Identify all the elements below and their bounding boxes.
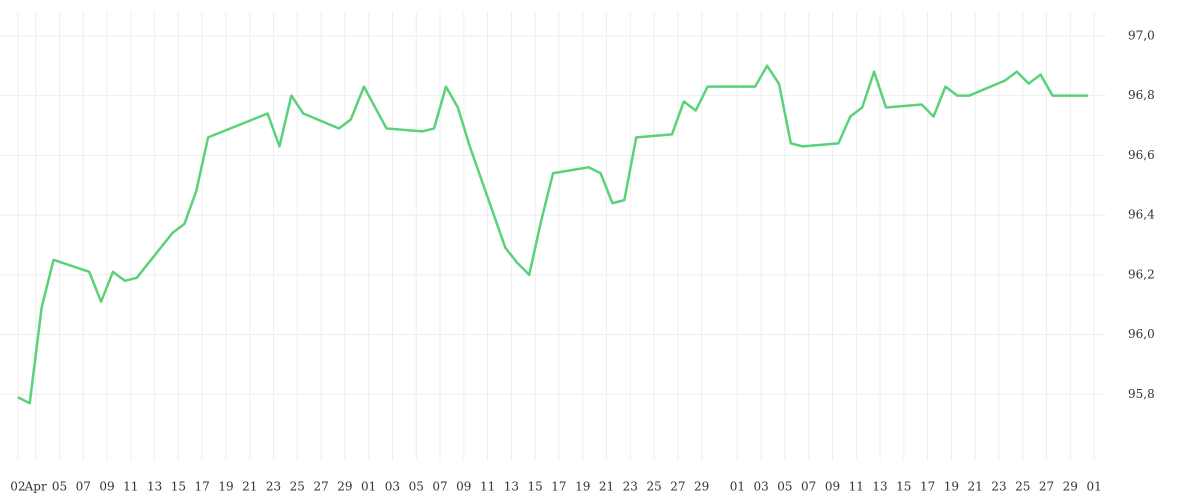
x-tick-label: 09	[99, 480, 114, 494]
x-tick-label: 19	[944, 480, 959, 494]
x-tick-label: 17	[195, 480, 210, 494]
x-tick-label: 21	[968, 480, 983, 494]
x-tick-label: 23	[991, 480, 1006, 494]
x-tick-label: 05	[409, 480, 424, 494]
x-tick-label: 03	[385, 480, 400, 494]
y-tick-label: 96,4	[1128, 208, 1155, 222]
x-tick-label: 07	[432, 480, 447, 494]
x-tick-label: 19	[218, 480, 233, 494]
x-tick-label: 13	[504, 480, 519, 494]
x-tick-label: 07	[801, 480, 816, 494]
x-tick-label: 01	[1086, 480, 1101, 494]
x-tick-label: 23	[623, 480, 638, 494]
x-tick-label: 05	[52, 480, 67, 494]
x-tick-label: 21	[242, 480, 257, 494]
x-tick-label: 01	[361, 480, 376, 494]
x-tick-label: 03	[753, 480, 768, 494]
x-tick-label: 29	[337, 480, 352, 494]
x-tick-label: 27	[313, 480, 328, 494]
y-tick-label: 96,2	[1128, 267, 1155, 281]
x-tick-label: 29	[694, 480, 709, 494]
line-series	[17, 64, 1089, 405]
x-tick-label: 01	[730, 480, 745, 494]
x-tick-label: 25	[1015, 480, 1030, 494]
x-tick-label: 11	[123, 480, 138, 494]
x-tick-label: 13	[147, 480, 162, 494]
x-tick-label: 25	[290, 480, 305, 494]
x-tick-label: 15	[528, 480, 543, 494]
x-tick-label: 19	[575, 480, 590, 494]
y-tick-label: 95,8	[1128, 387, 1155, 401]
x-tick-label: 29	[1063, 480, 1078, 494]
y-tick-label: 96,6	[1128, 148, 1155, 162]
x-tick-label: 09	[456, 480, 471, 494]
y-tick-label: 96,0	[1128, 327, 1155, 341]
x-tick-label: 15	[171, 480, 186, 494]
x-tick-label: 05	[777, 480, 792, 494]
x-tick-label: 09	[825, 480, 840, 494]
x-tick-label: 15	[896, 480, 911, 494]
x-tick-label: 17	[551, 480, 566, 494]
x-tick-label: Apr	[24, 480, 47, 494]
y-tick-label: 97,0	[1128, 28, 1155, 42]
x-tick-label: 02	[10, 480, 25, 494]
x-tick-label: 11	[849, 480, 864, 494]
x-tick-label: 13	[872, 480, 887, 494]
x-tick-label: 17	[920, 480, 935, 494]
x-tick-label: 25	[646, 480, 661, 494]
x-tick-label: 21	[599, 480, 614, 494]
x-tick-label: 27	[1039, 480, 1054, 494]
x-tick-label: 23	[266, 480, 281, 494]
x-tick-label: 07	[76, 480, 91, 494]
x-tick-label: 11	[480, 480, 495, 494]
y-tick-label: 96,8	[1128, 88, 1155, 102]
x-tick-label: 27	[670, 480, 685, 494]
